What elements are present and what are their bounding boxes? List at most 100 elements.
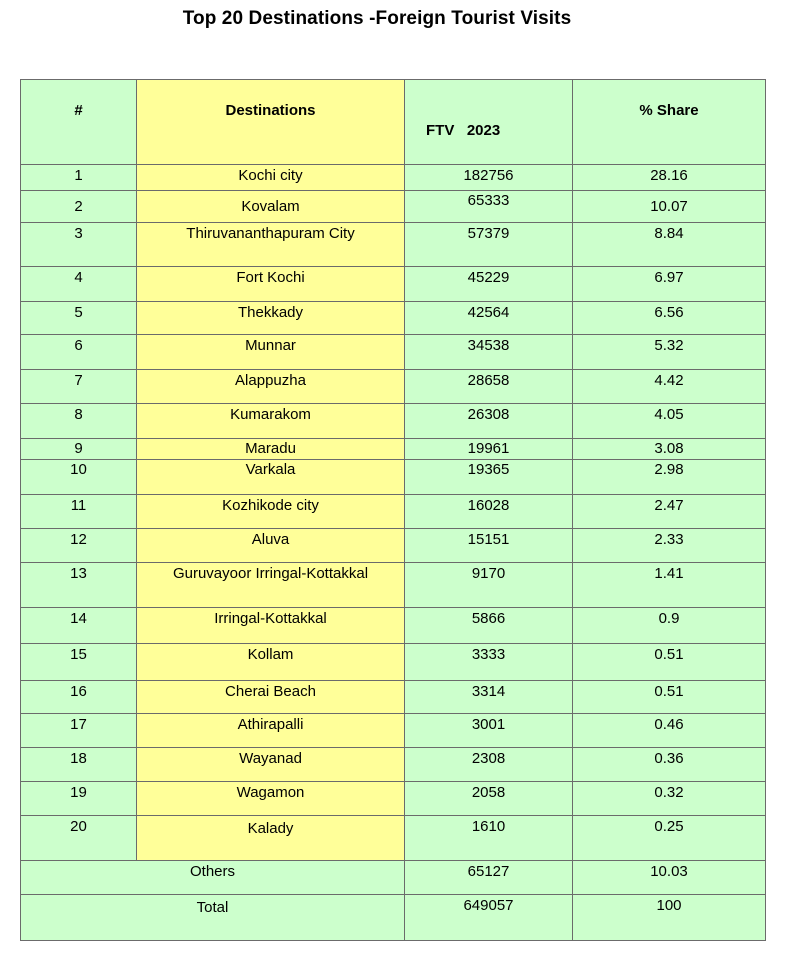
row-destination: Aluva [136, 528, 405, 563]
total-row: Total 649057 100 [20, 894, 766, 941]
row-destination: Athirapalli [136, 713, 405, 748]
row-number: 10 [20, 459, 137, 495]
table-row: 17 Athirapalli 3001 0.46 [20, 713, 766, 748]
row-ftv: 19961 [404, 438, 573, 460]
row-number: 8 [20, 403, 137, 439]
row-destination: Alappuzha [136, 369, 405, 404]
row-share: 6.56 [572, 301, 766, 335]
row-share: 28.16 [572, 164, 766, 191]
row-destination: Wagamon [136, 781, 405, 816]
row-share: 4.42 [572, 369, 766, 404]
row-ftv: 15151 [404, 528, 573, 563]
row-destination: Wayanad [136, 747, 405, 782]
row-number: 6 [20, 334, 137, 370]
row-ftv: 26308 [404, 403, 573, 439]
row-share: 5.32 [572, 334, 766, 370]
row-share: 2.47 [572, 494, 766, 529]
row-destination: Irringal-Kottakkal [136, 607, 405, 644]
row-ftv: 16028 [404, 494, 573, 529]
header-destinations: Destinations [136, 79, 405, 165]
row-ftv: 42564 [404, 301, 573, 335]
row-destination: Cherai Beach [136, 680, 405, 714]
row-number: 4 [20, 266, 137, 302]
row-ftv: 1610 [404, 815, 573, 861]
row-ftv: 28658 [404, 369, 573, 404]
row-destination: Kochi city [136, 164, 405, 191]
row-number: 12 [20, 528, 137, 563]
row-number: 16 [20, 680, 137, 714]
row-ftv: 9170 [404, 562, 573, 608]
row-destination: Munnar [136, 334, 405, 370]
table-row: 7 Alappuzha 28658 4.42 [20, 369, 766, 404]
table-row: 14 Irringal-Kottakkal 5866 0.9 [20, 607, 766, 644]
row-share: 0.9 [572, 607, 766, 644]
row-number: 11 [20, 494, 137, 529]
row-number: 2 [20, 190, 137, 223]
row-ftv: 2308 [404, 747, 573, 782]
row-ftv: 5866 [404, 607, 573, 644]
row-ftv: 3001 [404, 713, 573, 748]
table-row: 16 Cherai Beach 3314 0.51 [20, 680, 766, 714]
total-share: 100 [572, 894, 766, 941]
row-ftv: 3314 [404, 680, 573, 714]
table-row: 3 Thiruvananthapuram City 57379 8.84 [20, 222, 766, 267]
row-destination: Thekkady [136, 301, 405, 335]
row-share: 0.46 [572, 713, 766, 748]
row-ftv: 65333 [404, 190, 573, 223]
row-share: 0.51 [572, 643, 766, 681]
row-destination: Fort Kochi [136, 266, 405, 302]
row-ftv: 34538 [404, 334, 573, 370]
row-ftv: 19365 [404, 459, 573, 495]
table-row: 1 Kochi city 182756 28.16 [20, 164, 766, 191]
row-destination: Kollam [136, 643, 405, 681]
row-number: 17 [20, 713, 137, 748]
table-header-row: # Destinations FTV 2023 % Share [20, 79, 766, 165]
table-row: 4 Fort Kochi 45229 6.97 [20, 266, 766, 302]
row-share: 0.36 [572, 747, 766, 782]
table-row: 6 Munnar 34538 5.32 [20, 334, 766, 370]
row-destination: Guruvayoor Irringal-Kottakkal [136, 562, 405, 608]
row-share: 4.05 [572, 403, 766, 439]
row-number: 18 [20, 747, 137, 782]
row-share: 0.51 [572, 680, 766, 714]
row-destination: Kumarakom [136, 403, 405, 439]
row-share: 1.41 [572, 562, 766, 608]
row-ftv: 57379 [404, 222, 573, 267]
row-destination: Kalady [136, 815, 405, 861]
others-ftv: 65127 [404, 860, 573, 895]
others-share: 10.03 [572, 860, 766, 895]
table-row: 8 Kumarakom 26308 4.05 [20, 403, 766, 439]
row-share: 0.32 [572, 781, 766, 816]
row-number: 20 [20, 815, 137, 861]
row-number: 13 [20, 562, 137, 608]
table-row: 19 Wagamon 2058 0.32 [20, 781, 766, 816]
table-row: 20 Kalady 1610 0.25 [20, 815, 766, 861]
table-row: 5 Thekkady 42564 6.56 [20, 301, 766, 335]
row-number: 14 [20, 607, 137, 644]
row-ftv: 182756 [404, 164, 573, 191]
row-share: 2.33 [572, 528, 766, 563]
table-row: 12 Aluva 15151 2.33 [20, 528, 766, 563]
table-row: 10 Varkala 19365 2.98 [20, 459, 766, 495]
table-row: 9 Maradu 19961 3.08 [20, 438, 766, 460]
destinations-table: # Destinations FTV 2023 % Share 1 Kochi … [20, 79, 766, 941]
row-number: 9 [20, 438, 137, 460]
header-number: # [20, 79, 137, 165]
header-ftv-2023: FTV 2023 [404, 79, 573, 165]
row-destination: Maradu [136, 438, 405, 460]
row-ftv: 3333 [404, 643, 573, 681]
page-title: Top 20 Destinations -Foreign Tourist Vis… [182, 8, 572, 29]
row-destination: Thiruvananthapuram City [136, 222, 405, 267]
row-share: 8.84 [572, 222, 766, 267]
row-share: 0.25 [572, 815, 766, 861]
table-row: 18 Wayanad 2308 0.36 [20, 747, 766, 782]
row-number: 7 [20, 369, 137, 404]
table-row: 2 Kovalam 65333 10.07 [20, 190, 766, 223]
row-destination: Kovalam [136, 190, 405, 223]
row-number: 15 [20, 643, 137, 681]
table-row: 11 Kozhikode city 16028 2.47 [20, 494, 766, 529]
row-number: 3 [20, 222, 137, 267]
others-label: Others [20, 860, 405, 895]
row-number: 1 [20, 164, 137, 191]
row-share: 10.07 [572, 190, 766, 223]
